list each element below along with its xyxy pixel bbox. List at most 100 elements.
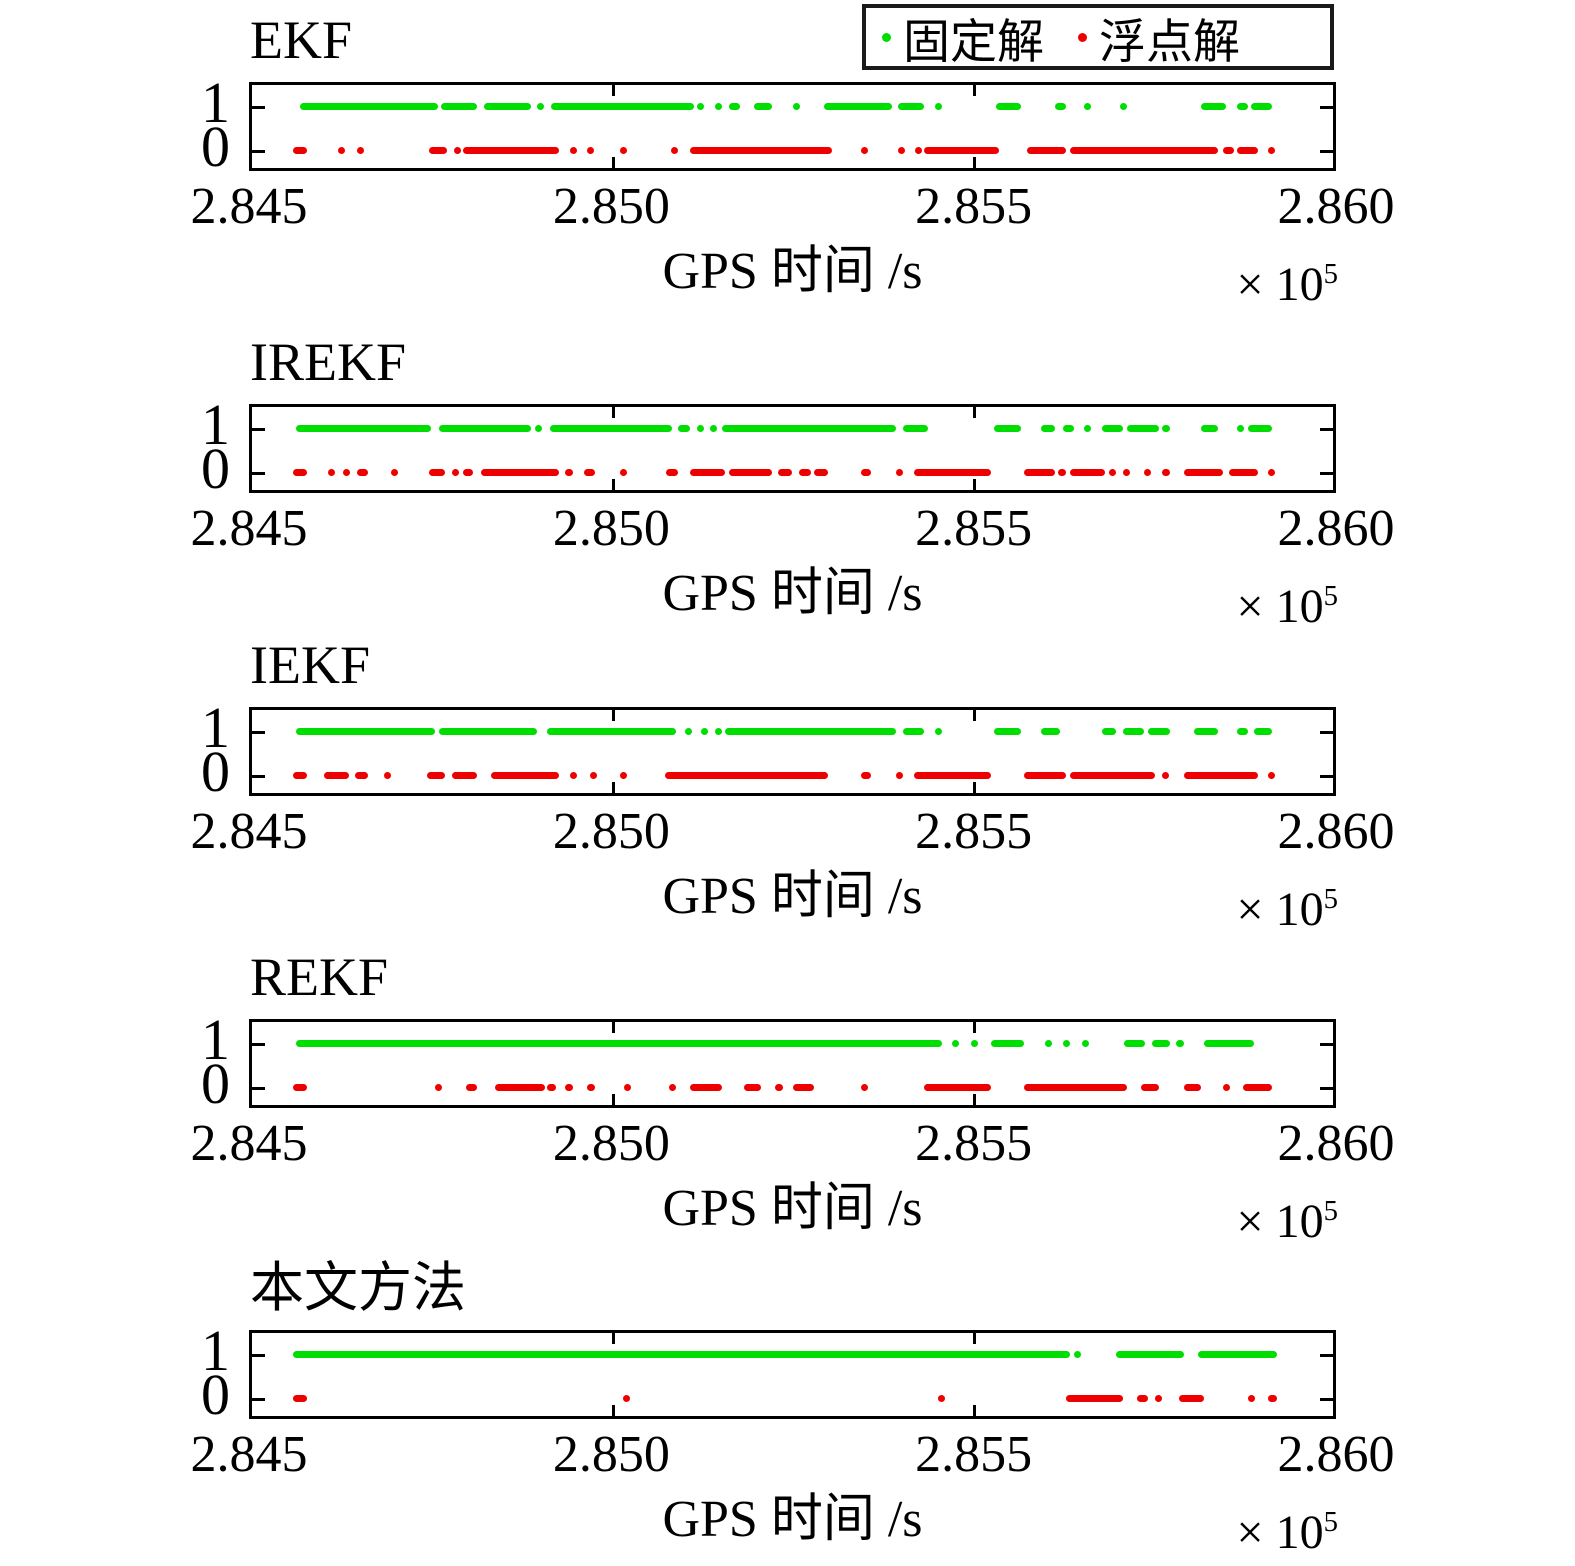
fixed-solution-segment [902,425,928,432]
float-solution-segment [913,772,992,779]
subplot-REKF: REKF 1 0 2.845 2.850 2.855 2.860 GPS 时间 /s × 105 [0,945,1575,1257]
fixed-solution-segment [1084,425,1092,432]
x-tick-label: 2.850 [552,500,670,557]
float-solution-segment [1023,469,1056,476]
float-solution-segment [1023,1084,1127,1091]
float-solution-segment [342,469,350,476]
y-tick-mark [1320,1354,1333,1357]
x-axis-label: GPS 时间 /s [662,565,923,622]
x-tick-label: 2.855 [915,803,1033,860]
x-tick-mark [612,1094,616,1105]
fixed-solution-segment [1236,103,1248,110]
float-solution-segment [622,1395,630,1402]
float-solution-segment [1243,1084,1273,1091]
float-solution-segment [587,147,595,154]
fixed-solution-segment [1204,1040,1255,1047]
float-solution-segment [462,469,473,476]
float-solution-segment [792,1084,815,1091]
float-solution-segment [1123,469,1131,476]
float-solution-segment [1140,1084,1159,1091]
float-solution-legend-dot-icon [1078,32,1087,42]
fixed-solution-segment [970,1040,978,1047]
subplot-IEKF: IEKF 1 0 2.845 2.850 2.855 2.860 GPS 时间 /s × 105 [0,633,1575,945]
x-tick-mark [972,782,976,793]
float-solution-segment [1154,1395,1162,1402]
x-axis-label: GPS 时间 /s [662,1491,923,1548]
fixed-solution-segment [1162,425,1170,432]
fixed-solution-segment [1062,425,1074,432]
fixed-solution-segment [697,103,705,110]
x-tick-mark [972,407,976,418]
float-solution-legend-label: 浮点解 [1099,16,1240,69]
fixed-solution-segment [993,425,1021,432]
fixed-solution-segment [1045,1040,1053,1047]
x-tick-mark [612,1022,616,1033]
float-solution-segment [1183,772,1259,779]
float-solution-segment [798,469,811,476]
y-tick-mark [252,150,265,153]
float-solution-segment [671,147,679,154]
fixed-solution-segment [1126,425,1159,432]
y-tick-label: 0 [201,114,230,179]
subplot-title: 本文方法 [250,1258,466,1318]
fixed-solution-segment [550,425,673,432]
float-solution-segment [775,1084,783,1091]
y-tick-mark [1320,150,1333,153]
fixed-solution-segment [722,425,897,432]
float-solution-segment [1268,1395,1277,1402]
float-solution-segment [913,469,992,476]
fixed-solution-segment [710,425,718,432]
x-tick-label: 2.845 [190,1426,308,1483]
fixed-solution-segment [1041,425,1056,432]
float-solution-segment [293,147,308,154]
x-tick-mark [612,85,616,96]
x-tick-label: 2.850 [552,803,670,860]
x-tick-mark [612,710,616,721]
fixed-solution-segment [1201,425,1219,432]
y-tick-label: 0 [201,1051,230,1116]
fixed-solution-segment [1084,103,1092,110]
plot-box [249,707,1336,796]
fixed-solution-segment [1193,728,1219,735]
x-tick-label: 2.850 [552,1426,670,1483]
fixed-solution-segment [993,728,1021,735]
float-solution-segment [293,1084,308,1091]
float-solution-segment [619,772,627,779]
fixed-solution-legend-dot-icon [882,32,891,42]
subplot-EKF: EKF 1 0 2.845 2.850 2.855 2.860 GPS 时间 /s × 105 [0,8,1575,320]
y-tick-label: 1 [201,70,230,135]
fixed-solution-segment [677,425,690,432]
y-tick-mark [1320,1398,1333,1401]
float-solution-segment [1268,469,1276,476]
x-tick-mark [972,710,976,721]
fixed-solution-segment [935,728,943,735]
x-axis-label: GPS 时间 /s [662,1180,923,1237]
y-tick-mark [252,428,265,431]
float-solution-segment [778,469,793,476]
subplot-IREKF: IREKF 1 0 2.845 2.850 2.855 2.860 GPS 时间 /s × 10… [0,330,1575,642]
float-solution-segment [1070,772,1155,779]
float-solution-segment [664,772,829,779]
fixed-solution-segment [1254,728,1273,735]
float-solution-segment [462,147,559,154]
plot-box [249,404,1336,493]
fixed-solution-segment [484,103,531,110]
subplot-title: REKF [250,947,389,1007]
plot-box [249,82,1336,171]
fixed-solution-segment [1236,425,1244,432]
float-solution-segment [429,469,446,476]
y-tick-mark [252,1354,265,1357]
y-tick-mark [252,106,265,109]
x-tick-label: 2.845 [190,500,308,557]
float-solution-segment [619,147,627,154]
float-solution-segment [451,469,459,476]
fixed-solution-segment [1101,425,1124,432]
float-solution-segment [1229,469,1259,476]
subplot-title: IEKF [250,635,370,695]
y-tick-label: 0 [201,1362,230,1427]
x-tick-label: 2.860 [1277,1115,1395,1172]
x-tick-labels: 2.845 2.850 2.855 2.860 [191,500,1395,562]
y-tick-label: 0 [201,436,230,501]
fixed-solution-segment [952,1040,960,1047]
